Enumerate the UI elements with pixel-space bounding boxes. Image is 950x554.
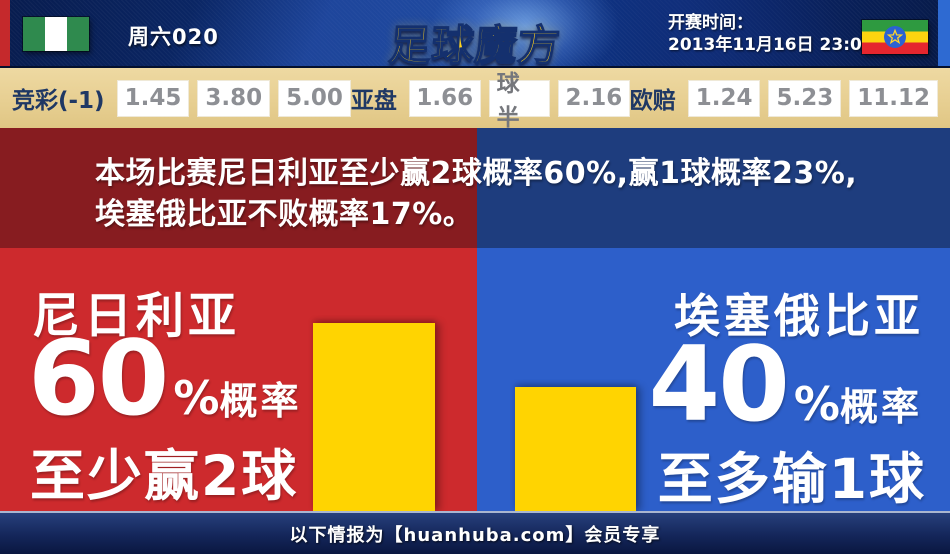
prediction-summary-text: 本场比赛尼日利亚至少赢2球概率60%,赢1球概率23%,埃塞俄比亚不败概率17%…	[95, 156, 858, 232]
left-red-edge-strip	[0, 0, 10, 66]
oupei-home-odds: 1.24	[687, 79, 761, 117]
oupei-odds-group: 欧赔 1.24 5.23 11.12	[629, 79, 938, 117]
jingcai-odds-group: 竞彩(-1) 1.45 3.80 5.00	[12, 79, 351, 117]
away-percent-sign: %	[793, 377, 840, 431]
home-percent-label: 概率	[219, 379, 302, 423]
yapan-handicap: 球半	[488, 71, 550, 131]
home-probability-bar	[313, 323, 435, 511]
prediction-summary-band: 本场比赛尼日利亚至少赢2球概率60%,赢1球概率23%,埃塞俄比亚不败概率17%…	[0, 128, 950, 248]
footer-text: 以下情报为【huanhuba.com】会员专享	[289, 524, 661, 546]
yapan-label: 亚盘	[350, 88, 397, 114]
home-percent-sign: %	[173, 371, 220, 425]
kickoff-time: 开赛时间： 2013年11月16日 23:00	[668, 12, 874, 56]
header: 周六020 足球魔方 开赛时间： 2013年11月16日 23:00	[0, 0, 950, 68]
home-outcome: 至少赢2球	[30, 444, 299, 508]
ethiopia-flag	[862, 20, 928, 54]
oupei-draw-odds: 5.23	[768, 79, 842, 117]
yapan-odds-group: 亚盘 1.66 球半 2.16	[350, 71, 630, 131]
jingcai-away-odds: 5.00	[278, 79, 351, 117]
yapan-away-odds: 2.16	[557, 79, 630, 117]
probability-panels: 尼日利亚 60 % 概率 至少赢2球 埃塞俄比亚 40 % 概率 至多输1球	[0, 248, 950, 511]
away-probability-bar	[515, 387, 636, 511]
oupei-label: 欧赔	[629, 88, 676, 114]
kickoff-datetime: 2013年11月16日 23:00	[668, 35, 874, 55]
right-blue-edge-strip	[938, 0, 950, 66]
odds-bar: 竞彩(-1) 1.45 3.80 5.00 亚盘 1.66 球半 2.16 欧赔…	[0, 68, 950, 131]
site-logo: 足球魔方	[386, 20, 563, 68]
jingcai-label: 竞彩(-1)	[12, 88, 105, 114]
kickoff-label: 开赛时间：	[668, 13, 753, 33]
away-percent-value: 40	[648, 325, 790, 445]
jingcai-draw-odds: 3.80	[197, 79, 271, 117]
home-team-name: 尼日利亚	[32, 288, 241, 344]
footer: 以下情报为【huanhuba.com】会员专享	[0, 511, 950, 554]
ethiopia-star-emblem	[884, 26, 906, 48]
away-outcome: 至多输1球	[657, 447, 926, 511]
home-percent-value: 60	[28, 319, 169, 439]
away-team-name: 埃塞俄比亚	[674, 289, 924, 343]
oupei-away-odds: 11.12	[849, 79, 938, 117]
yapan-home-odds: 1.66	[408, 79, 481, 117]
star-icon	[886, 28, 904, 45]
nigeria-flag	[23, 17, 89, 51]
home-probability: 60 % 概率	[28, 328, 301, 431]
away-percent-label: 概率	[839, 385, 922, 429]
match-number: 周六020	[128, 25, 219, 49]
jingcai-home-odds: 1.45	[116, 79, 190, 117]
away-probability: 40 % 概率	[649, 334, 922, 437]
